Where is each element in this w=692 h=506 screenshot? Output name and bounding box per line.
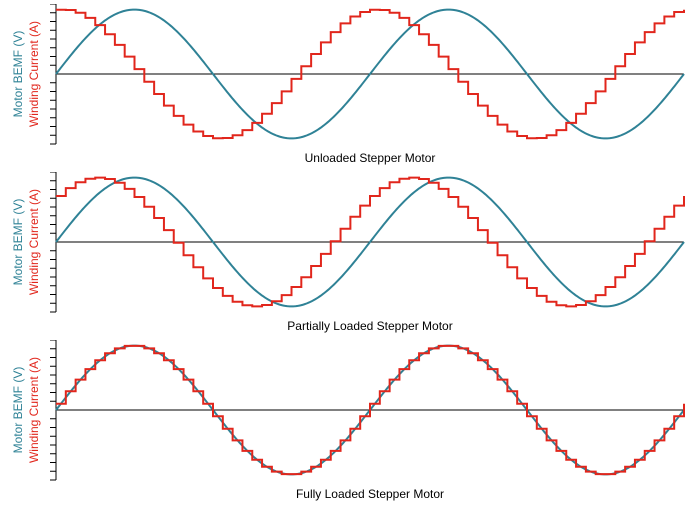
- ylabel-bemf: Motor BEMF (V): [11, 199, 25, 286]
- waveform-panel: Motor BEMF (V)Winding Current (A) Fully L…: [0, 340, 692, 506]
- waveform-panel: Motor BEMF (V)Winding Current (A) Partial…: [0, 172, 692, 338]
- ylabel-bemf: Motor BEMF (V): [11, 31, 25, 118]
- ylabel-current: Winding Current (A): [27, 21, 41, 127]
- panel-caption: Fully Loaded Stepper Motor: [296, 487, 444, 501]
- ylabel-current: Winding Current (A): [27, 357, 41, 463]
- panel-caption: Unloaded Stepper Motor: [305, 151, 436, 165]
- ylabel-current: Winding Current (A): [27, 189, 41, 295]
- waveform-panel: Motor BEMF (V)Winding Current (A) Unloade…: [0, 4, 692, 170]
- panel-caption: Partially Loaded Stepper Motor: [287, 319, 452, 333]
- ylabel-bemf: Motor BEMF (V): [11, 367, 25, 454]
- figure-root: Motor BEMF (V)Winding Current (A)Unloade…: [0, 0, 692, 506]
